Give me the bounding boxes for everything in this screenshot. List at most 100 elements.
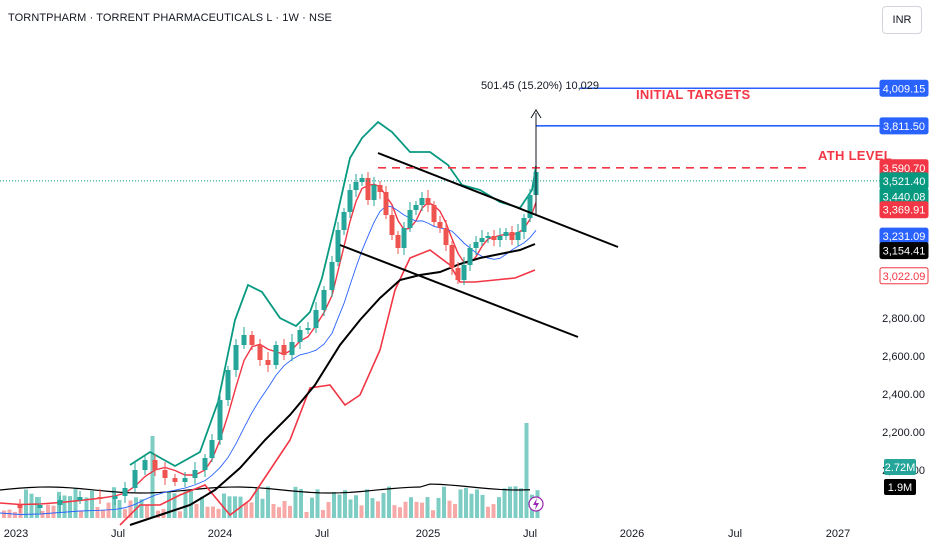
volume-bar (222, 493, 226, 518)
candle-body (249, 335, 255, 345)
candle-body (152, 460, 158, 470)
volume-bar (29, 493, 34, 518)
candle-body (97, 497, 103, 499)
candle-body (515, 232, 521, 240)
volume-bar (409, 497, 413, 518)
volume-bar (145, 504, 149, 518)
candle-body (17, 505, 23, 508)
volume-bar (337, 494, 342, 518)
basis-line (0, 183, 537, 506)
volume-bar (425, 497, 430, 518)
volume-bar (79, 510, 83, 518)
volume-bar (106, 502, 111, 518)
lightning-glyph (533, 498, 539, 510)
volume-badge (884, 459, 916, 475)
candle-body (497, 236, 503, 240)
volume-bar (315, 489, 320, 518)
volume-bar (442, 486, 446, 518)
volume-bar (205, 506, 210, 518)
candle-body (297, 330, 303, 342)
candle-body (77, 497, 83, 500)
lower-band (119, 249, 536, 526)
price-badge-label: 3,154.41 (883, 246, 926, 258)
price-badge (879, 117, 929, 135)
candle-body (365, 178, 371, 200)
volume-bar (359, 505, 364, 518)
volume-bar (310, 497, 314, 518)
candle-body (192, 470, 198, 478)
volume-bar (167, 492, 171, 518)
candle-body (527, 195, 533, 218)
candle-body (461, 265, 467, 280)
candle-body (257, 345, 263, 360)
volume-bar (343, 490, 347, 518)
candle-body (162, 470, 168, 478)
volume-bar (381, 493, 386, 518)
x-axis-tick-label: 2026 (620, 528, 644, 540)
candle-body (395, 235, 401, 248)
candle-body (341, 212, 347, 230)
candle-body (57, 500, 63, 505)
volume-bar (13, 511, 17, 518)
candle-body (443, 228, 449, 245)
volume-bar (293, 486, 298, 518)
volume-bar (436, 497, 441, 518)
price-badge (879, 201, 929, 219)
volume-bar (51, 505, 56, 518)
measure-arrowhead (530, 109, 542, 119)
candle-body (413, 205, 419, 210)
price-badge-label: 3,231.09 (883, 231, 926, 243)
x-axis-tick-label: 2025 (416, 528, 440, 540)
candle-body (172, 478, 178, 482)
volume-bar (183, 491, 188, 518)
candle-body (241, 335, 247, 345)
volume-bar (486, 506, 490, 518)
currency-button[interactable]: INR (882, 6, 922, 34)
candle-body (425, 198, 431, 205)
channel-upper-line (377, 152, 619, 248)
drawings: 501.45 (15.20%) 10,029 INITIAL TARGETS ATH… (0, 80, 892, 512)
y-axis-tick-label: 2,400.00 (882, 389, 925, 401)
candle-body (37, 505, 43, 508)
volume-bar (365, 489, 369, 518)
volume-bar (271, 503, 276, 518)
x-axis-tick-label: 2024 (208, 528, 232, 540)
candle-body (455, 268, 461, 280)
volume-ma-line (0, 483, 531, 494)
candle-body (273, 345, 279, 365)
volume-bar (68, 496, 72, 518)
candle-body (209, 440, 215, 458)
volume-bar (288, 505, 292, 518)
volume-bar (458, 489, 463, 518)
candle-body (521, 218, 527, 232)
candle-body (233, 345, 239, 370)
volume-bar (112, 487, 116, 518)
candle-body (509, 232, 515, 240)
volume-bar (348, 499, 353, 518)
ma-black-line (129, 243, 536, 526)
volume-bar (194, 503, 199, 518)
candles (17, 164, 539, 514)
candle-body (491, 236, 497, 240)
candle-body (359, 178, 365, 182)
volume-bar (216, 508, 221, 518)
volume-bar (497, 497, 501, 518)
price-badge-label: 3,022.09 (883, 271, 926, 283)
volume-bar (156, 510, 160, 518)
price-badge-label: 3,590.70 (883, 163, 926, 175)
volume-bar (299, 489, 303, 518)
candle-body (202, 458, 208, 470)
candle-body (401, 228, 407, 248)
candle-body (407, 210, 413, 228)
volume-bar (491, 504, 496, 518)
price-badge (879, 242, 929, 260)
candle-body (377, 185, 383, 192)
volume-bar (392, 505, 397, 518)
candle-body (473, 242, 479, 248)
volume-bar (249, 502, 254, 518)
volume-bar (90, 490, 94, 518)
candle-body (449, 245, 455, 268)
volume-bar (508, 486, 512, 518)
volume-badge (884, 479, 916, 495)
